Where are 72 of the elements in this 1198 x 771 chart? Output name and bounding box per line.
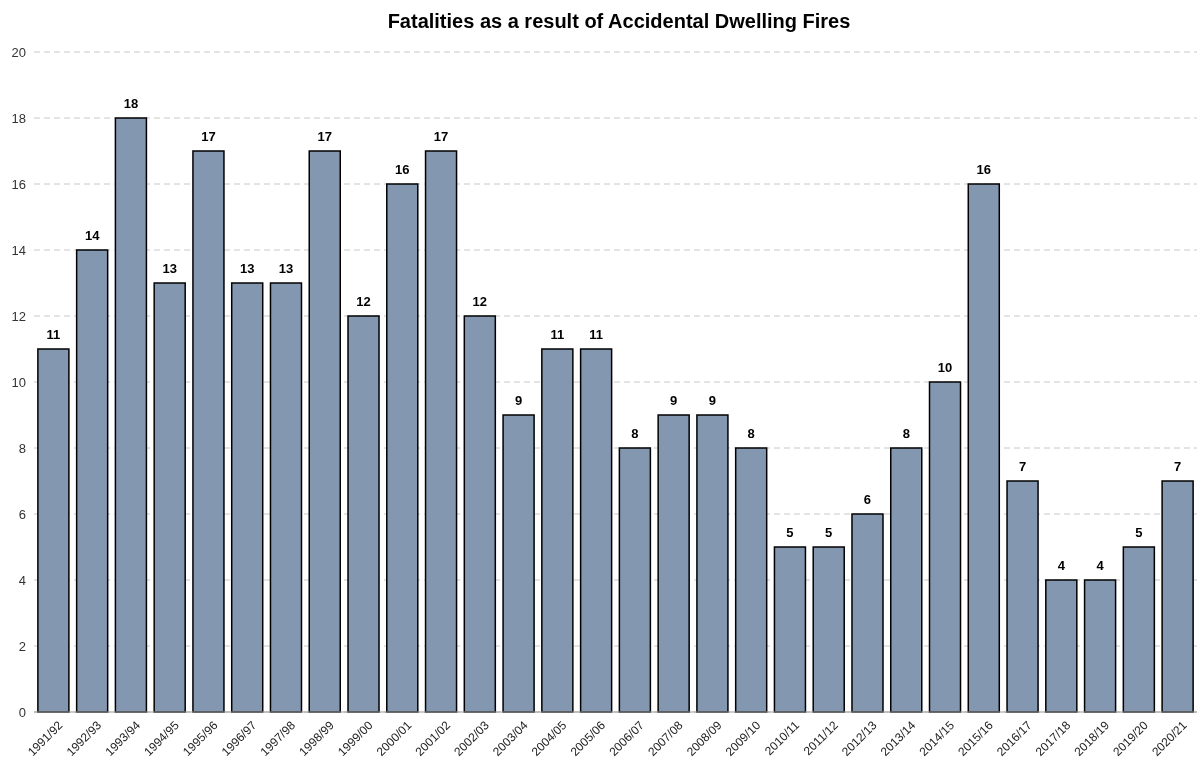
- bar: [696, 414, 729, 713]
- bar: [308, 150, 342, 713]
- bar: [1122, 546, 1156, 713]
- bar: [812, 546, 845, 713]
- bar: [37, 348, 70, 713]
- bar: [657, 414, 690, 713]
- data-label: 17: [433, 129, 449, 144]
- bar: [192, 150, 225, 713]
- data-label: 7: [1018, 459, 1027, 474]
- bar: [424, 150, 458, 713]
- data-label: 9: [670, 393, 678, 408]
- bar: [75, 249, 109, 713]
- data-label: 4: [1057, 558, 1066, 573]
- bar: [541, 348, 574, 713]
- data-label: 18: [123, 96, 139, 111]
- bar: [734, 447, 768, 713]
- data-label: 4: [1096, 558, 1105, 573]
- y-tick-label: 16: [11, 176, 26, 192]
- y-tick-label: 12: [11, 308, 26, 324]
- bar: [967, 183, 1001, 713]
- data-label: 16: [395, 162, 410, 177]
- y-tick-label: 20: [11, 44, 26, 60]
- y-tick-label: 18: [11, 110, 26, 126]
- data-label: 5: [1135, 525, 1143, 540]
- bar: [153, 282, 186, 713]
- data-label: 13: [162, 261, 177, 276]
- bar: [851, 513, 884, 713]
- y-tick-label: 8: [18, 440, 26, 456]
- data-label: 10: [937, 360, 953, 375]
- bar: [889, 447, 923, 713]
- y-tick-label: 0: [18, 704, 26, 720]
- y-tick-label: 2: [18, 638, 26, 654]
- data-label: 12: [356, 294, 371, 309]
- y-tick-label: 4: [18, 572, 26, 588]
- bar: [269, 282, 303, 713]
- bar: [1006, 480, 1039, 713]
- data-label: 17: [201, 129, 216, 144]
- data-label: 11: [589, 327, 603, 342]
- data-label: 9: [514, 393, 523, 408]
- data-label: 8: [631, 426, 639, 441]
- data-label: 7: [1174, 459, 1182, 474]
- y-tick-label: 14: [11, 242, 26, 258]
- bar: [773, 546, 807, 713]
- data-label: 5: [786, 525, 794, 540]
- data-label: 6: [863, 492, 872, 507]
- bar: [114, 117, 148, 713]
- bar: [230, 282, 264, 713]
- bar: [386, 183, 419, 713]
- bar: [618, 447, 652, 713]
- data-label: 8: [747, 426, 755, 441]
- bar: [502, 414, 535, 713]
- bar: [579, 348, 613, 713]
- bar: [1083, 579, 1117, 713]
- data-label: 11: [550, 327, 565, 342]
- data-label: 11: [46, 327, 61, 342]
- data-label: 17: [317, 129, 332, 144]
- data-label: 8: [902, 426, 910, 441]
- chart-title: Fatalities as a result of Accidental Dwelling Fires: [387, 10, 851, 32]
- y-tick-label: 6: [18, 506, 26, 522]
- data-label: 13: [239, 261, 255, 276]
- bar: [347, 315, 380, 713]
- data-label: 9: [708, 393, 717, 408]
- y-tick-label: 10: [11, 374, 26, 390]
- bar: [1045, 579, 1078, 713]
- bar: [463, 315, 497, 713]
- bar: [928, 381, 962, 713]
- data-label: 16: [976, 162, 992, 177]
- data-label: 12: [472, 294, 488, 309]
- data-label: 5: [825, 525, 833, 540]
- data-label: 14: [84, 228, 101, 243]
- bar: [1161, 480, 1194, 713]
- data-label: 13: [278, 261, 294, 276]
